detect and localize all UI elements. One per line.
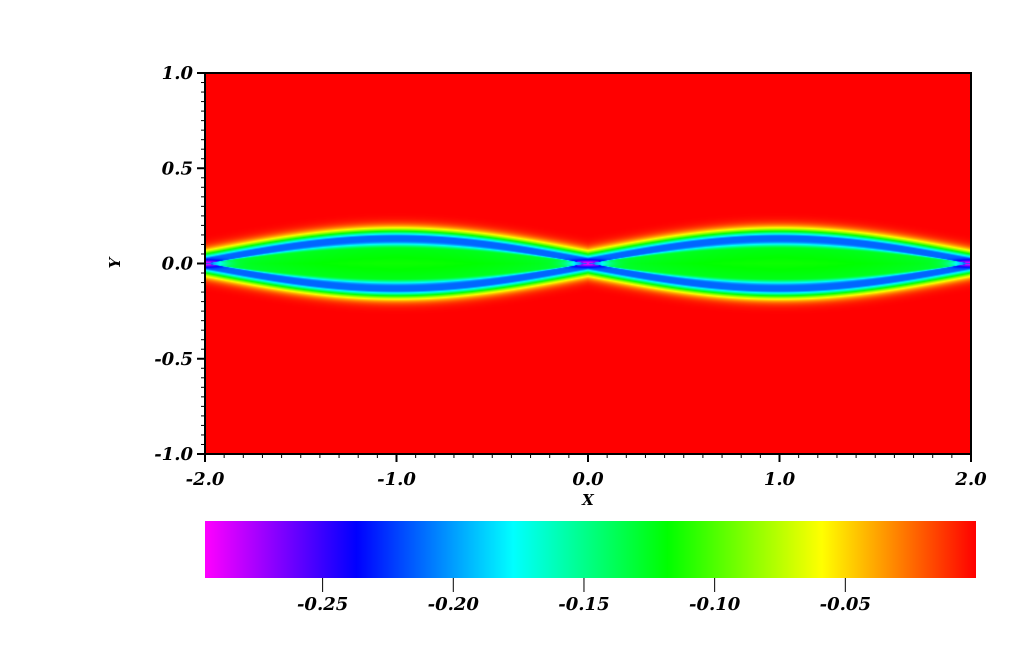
colorbar-tick-label: -0.10 <box>689 594 741 615</box>
y-tick-label: -1.0 <box>154 444 193 465</box>
y-tick-label: 0.0 <box>162 254 194 275</box>
x-tick-label: 1.0 <box>764 469 796 490</box>
colorbar-tick-label: -0.15 <box>558 594 609 615</box>
colorbar-tick-label: -0.05 <box>820 594 871 615</box>
colorbar-gradient <box>205 521 976 578</box>
plot-area: -2.0 -1.0 0.0 1.0 2.0 -1.0 -0.5 0.0 0.5 1.0 <box>154 63 987 490</box>
y-tick-label: -0.5 <box>154 349 193 370</box>
minor-ticks <box>201 72 972 458</box>
x-tick-label: 2.0 <box>954 469 987 490</box>
x-tick-label: 0.0 <box>572 469 604 490</box>
y-tick-label: 0.5 <box>162 158 193 179</box>
x-tick-label: -1.0 <box>377 469 416 490</box>
colorbar: -0.25 -0.20 -0.15 -0.10 -0.05 <box>205 521 976 615</box>
y-axis-title: Y <box>106 256 124 268</box>
x-tick-label: -2.0 <box>186 469 225 490</box>
colorbar-tick-label: -0.20 <box>428 594 480 615</box>
y-tick-label: 1.0 <box>162 63 194 84</box>
colorbar-tick-label: -0.25 <box>297 594 348 615</box>
x-axis-title: X <box>581 491 595 509</box>
heatmap-field <box>205 73 971 454</box>
